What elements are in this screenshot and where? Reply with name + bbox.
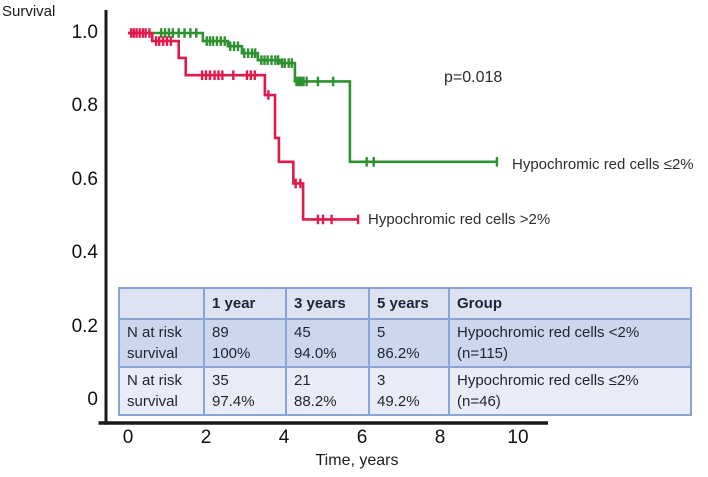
cell-line: 100% xyxy=(212,345,251,362)
cell-line: 45 xyxy=(294,324,311,341)
cell-line: (n=115) xyxy=(457,345,509,362)
x-tick-label: 4 xyxy=(278,427,290,448)
risk-table: 1 year 3 years 5 years Group N at risk s… xyxy=(118,287,692,416)
risk-table-cell-group-label: Hypochromic red cells <2% (n=115) xyxy=(448,318,692,368)
risk-table-header-row: 1 year 3 years 5 years Group xyxy=(118,287,692,320)
y-tick-label: 0.4 xyxy=(71,242,98,264)
cell-line: N at risk xyxy=(127,324,183,341)
risk-table-cell: N at risk survival xyxy=(118,366,205,416)
x-tick-label: 2 xyxy=(200,427,212,448)
risk-table-row-group1: N at risk survival 89 100% 45 94.0% 5 86… xyxy=(118,318,692,368)
cell-line: N at risk xyxy=(127,372,183,389)
cell-line: survival xyxy=(127,393,178,410)
risk-table-header-1yr: 1 year xyxy=(203,287,287,320)
y-tick-label: 0 xyxy=(87,389,98,410)
risk-table-cell-group-label: Hypochromic red cells ≤2% (n=46) xyxy=(448,366,692,416)
cell-line: 21 xyxy=(294,372,311,389)
risk-table-cell: 89 100% xyxy=(203,318,287,368)
y-tick-label: 0.6 xyxy=(71,168,98,190)
y-axis-title: Survival xyxy=(2,3,56,20)
cell-line: 49.2% xyxy=(377,393,420,410)
cell-line: 89 xyxy=(212,324,229,341)
risk-table-cell: 5 86.2% xyxy=(368,318,450,368)
risk-table-header-5yr: 5 years xyxy=(368,287,450,320)
risk-table-header-group: Group xyxy=(448,287,692,320)
cell-line: 88.2% xyxy=(294,393,337,410)
risk-table-cell: N at risk survival xyxy=(118,318,205,368)
risk-table-cell: 3 49.2% xyxy=(368,366,450,416)
cell-line: 94.0% xyxy=(294,345,337,362)
y-tick-label: 0.8 xyxy=(71,95,98,117)
risk-table-row-group2: N at risk survival 35 97.4% 21 88.2% 3 4… xyxy=(118,366,692,416)
y-tick-label: 1.0 xyxy=(71,22,98,43)
hypochromic-gt-2pct-curve xyxy=(128,31,359,221)
x-tick-label: 8 xyxy=(434,427,446,448)
risk-table-header-3yr: 3 years xyxy=(285,287,370,320)
x-tick-label: 0 xyxy=(122,427,134,448)
p-value-label: p=0.018 xyxy=(444,69,503,86)
risk-table-cell: 45 94.0% xyxy=(285,318,370,368)
curve-label-hypochromic-le-2pct: Hypochromic red cells ≤2% xyxy=(512,156,694,173)
cell-line: Hypochromic red cells ≤2% xyxy=(457,372,639,389)
x-tick-label: 6 xyxy=(356,427,368,448)
curve-label-hypochromic-gt-2pct: Hypochromic red cells >2% xyxy=(368,211,551,228)
cell-line: 97.4% xyxy=(212,393,255,410)
risk-table-cell: 21 88.2% xyxy=(285,366,370,416)
cell-line: 3 xyxy=(377,372,386,389)
cell-line: survival xyxy=(127,345,178,362)
cell-line: 86.2% xyxy=(377,345,420,362)
risk-table-header-empty xyxy=(118,287,205,320)
y-tick-label: 0.2 xyxy=(71,315,98,337)
cell-line: 5 xyxy=(377,324,386,341)
x-tick-label: 10 xyxy=(507,427,529,448)
hypochromic-le-2pct-curve xyxy=(128,31,497,164)
x-axis-title: Time, years xyxy=(315,452,399,469)
cell-line: (n=46) xyxy=(457,393,501,410)
cell-line: 35 xyxy=(212,372,229,389)
risk-table-cell: 35 97.4% xyxy=(203,366,287,416)
cell-line: Hypochromic red cells <2% xyxy=(457,324,640,341)
